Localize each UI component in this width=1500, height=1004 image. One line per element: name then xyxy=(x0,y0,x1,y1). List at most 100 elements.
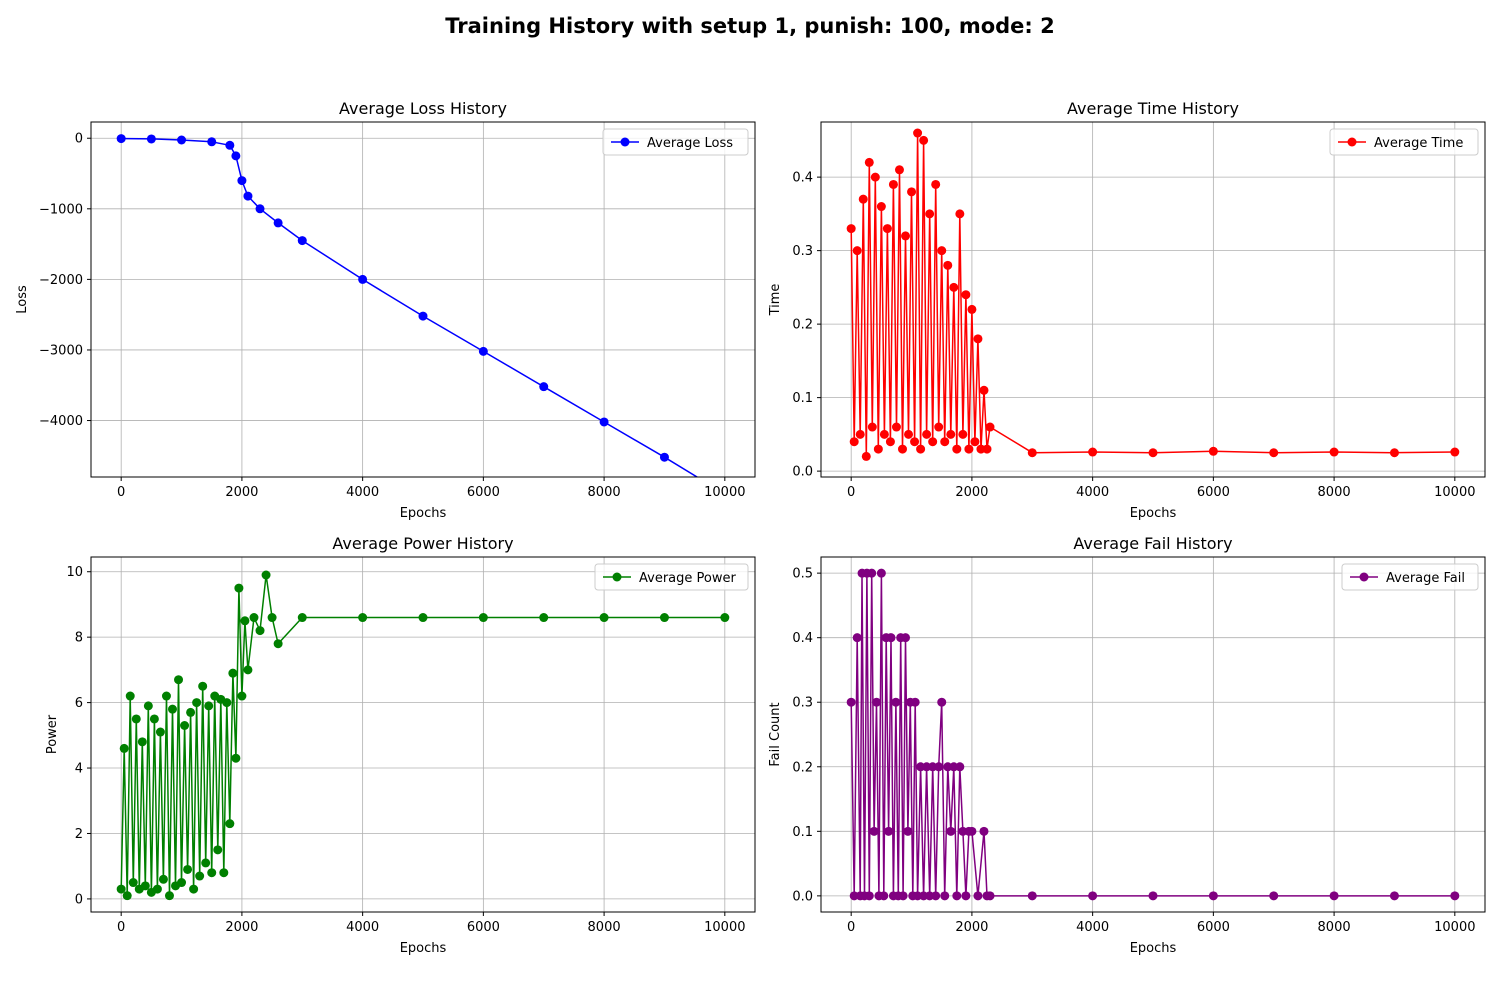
data-point xyxy=(180,721,190,731)
y-tick-label: 0 xyxy=(75,892,83,907)
data-point xyxy=(876,568,886,578)
data-point xyxy=(1269,448,1279,458)
data-point xyxy=(919,135,929,145)
data-point xyxy=(885,437,895,447)
y-axis-label: Fail Count xyxy=(768,702,783,766)
x-tick-label: 4000 xyxy=(346,920,379,935)
data-point xyxy=(219,868,229,878)
data-point xyxy=(659,613,669,623)
data-point xyxy=(985,422,995,432)
y-tick-label: 0.3 xyxy=(792,696,813,711)
data-point xyxy=(192,698,202,708)
data-point xyxy=(867,422,877,432)
y-axis-label: Time xyxy=(768,284,783,317)
legend-label: Average Loss xyxy=(647,136,733,151)
data-point xyxy=(137,737,147,747)
data-point xyxy=(922,429,932,439)
data-point xyxy=(979,385,989,395)
data-point xyxy=(237,691,247,701)
data-point xyxy=(858,194,868,204)
data-point xyxy=(901,231,911,241)
data-point xyxy=(140,881,150,891)
y-tick-label: 0.0 xyxy=(792,889,813,904)
legend: Average Loss xyxy=(602,128,749,156)
data-point xyxy=(1450,891,1460,901)
data-point xyxy=(1329,447,1339,457)
series-time xyxy=(846,128,1460,461)
data-point xyxy=(189,884,199,894)
data-point xyxy=(928,437,938,447)
legend-box xyxy=(594,563,749,591)
y-tick-label: 0.1 xyxy=(792,825,813,840)
data-point xyxy=(204,701,214,711)
x-tick-label: 8000 xyxy=(1318,485,1351,500)
y-tick-label: 0.4 xyxy=(792,171,813,186)
data-point xyxy=(201,858,211,868)
data-point xyxy=(940,437,950,447)
data-point xyxy=(869,826,879,836)
data-point xyxy=(855,429,865,439)
data-point xyxy=(255,626,265,636)
x-tick-label: 2000 xyxy=(955,485,988,500)
data-point xyxy=(720,613,730,623)
series-fail xyxy=(846,568,1460,901)
data-point xyxy=(1088,891,1098,901)
data-point xyxy=(891,422,901,432)
y-tick-label: 0.0 xyxy=(792,465,813,480)
y-tick-label: 0.3 xyxy=(792,244,813,259)
data-point xyxy=(152,884,162,894)
data-point xyxy=(940,891,950,901)
data-point xyxy=(1148,891,1158,901)
series-loss xyxy=(116,134,699,477)
chart-title: Average Loss History xyxy=(339,99,507,118)
data-point xyxy=(297,613,307,623)
data-point xyxy=(955,209,965,219)
data-point xyxy=(164,891,174,901)
data-point xyxy=(237,176,247,186)
data-point xyxy=(418,311,428,321)
data-point xyxy=(934,762,944,772)
data-point xyxy=(1148,448,1158,458)
data-point xyxy=(143,701,153,711)
chart-title: Average Time History xyxy=(1067,99,1239,118)
data-point xyxy=(967,304,977,314)
data-point xyxy=(207,137,217,147)
data-point xyxy=(228,668,238,678)
y-tick-label: 0.2 xyxy=(792,318,813,333)
y-tick-label: 8 xyxy=(75,631,83,646)
data-point xyxy=(599,417,609,427)
data-point xyxy=(225,819,235,829)
data-point xyxy=(903,826,913,836)
data-point xyxy=(149,714,159,724)
legend: Average Fail xyxy=(1341,563,1479,591)
data-point xyxy=(155,727,165,737)
data-point xyxy=(243,191,253,201)
data-point xyxy=(222,698,232,708)
legend-label: Average Time xyxy=(1374,136,1463,151)
x-tick-label: 8000 xyxy=(1318,920,1351,935)
x-axis-label: Epochs xyxy=(400,506,447,521)
data-point xyxy=(864,157,874,167)
data-point xyxy=(1329,891,1339,901)
data-point xyxy=(225,140,235,150)
y-tick-label: 0.2 xyxy=(792,760,813,775)
data-point xyxy=(195,871,205,881)
data-point xyxy=(973,891,983,901)
data-point xyxy=(864,891,874,901)
legend-label: Average Fail xyxy=(1386,571,1465,586)
legend-box xyxy=(1341,563,1479,591)
x-tick-label: 2000 xyxy=(225,485,258,500)
series-line xyxy=(121,137,699,477)
data-point xyxy=(273,639,283,649)
data-point xyxy=(186,707,196,717)
data-point xyxy=(897,444,907,454)
data-point xyxy=(1088,447,1098,457)
data-point xyxy=(867,568,877,578)
data-point xyxy=(243,665,253,675)
y-tick-label: 0 xyxy=(75,132,83,147)
data-point xyxy=(876,202,886,212)
x-tick-label: 8000 xyxy=(588,485,621,500)
data-point xyxy=(122,891,132,901)
legend-box xyxy=(602,128,749,156)
